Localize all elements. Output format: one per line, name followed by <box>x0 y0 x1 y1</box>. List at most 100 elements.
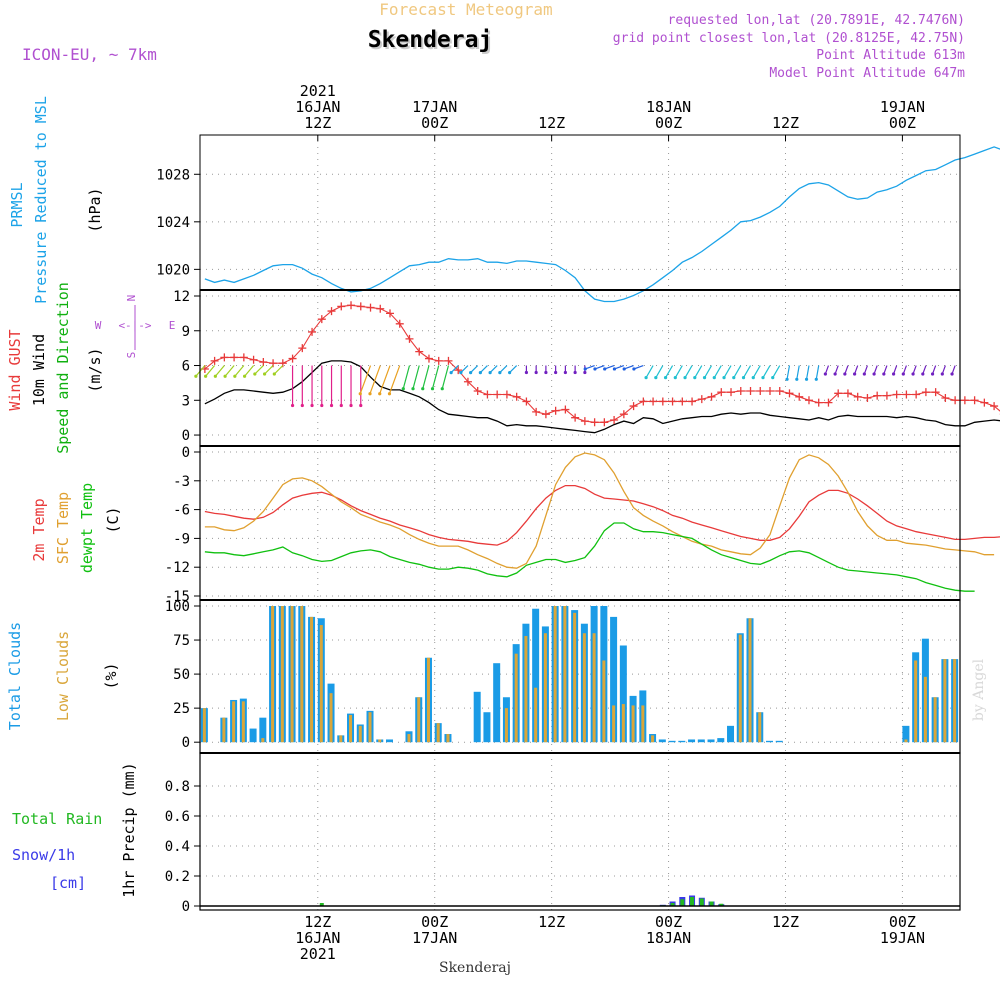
bar-low-clouds <box>407 734 411 743</box>
gust-marker <box>804 396 813 405</box>
x-tick-label-top: 17JAN <box>412 98 457 116</box>
wind-arrow-head <box>771 376 775 380</box>
gust-marker <box>405 334 414 343</box>
wind-arrow-head <box>359 403 363 408</box>
gust-marker <box>590 418 599 427</box>
bar-low-clouds <box>202 708 206 743</box>
y-tick-label: 6 <box>182 359 190 375</box>
bar-low-clouds <box>651 735 655 743</box>
wind-arrow-head <box>654 376 658 380</box>
point-altitude: Point Altitude 613m <box>816 48 965 63</box>
gust-marker <box>970 396 979 405</box>
gust-marker <box>434 356 443 365</box>
bar-low-clouds <box>417 697 421 743</box>
bar-low-clouds <box>446 734 450 743</box>
wind-arrow-head <box>622 367 626 371</box>
y-tick-label: 1028 <box>156 167 190 183</box>
bar-low-clouds <box>621 704 625 743</box>
gust-marker <box>960 396 969 405</box>
gust-marker <box>775 387 784 396</box>
gust-marker <box>298 344 307 353</box>
gust-marker <box>259 358 268 367</box>
x-tick-label-bottom: 00Z <box>889 913 916 931</box>
bar-low-clouds <box>758 712 762 743</box>
wind-arrow-head <box>683 376 687 380</box>
wind-arrow <box>752 365 761 378</box>
gust-marker <box>210 356 219 365</box>
y-tick-label: 1024 <box>156 215 190 231</box>
wind-arrow-head <box>823 372 827 376</box>
wind-arrow-head <box>478 370 482 375</box>
bar-total-clouds <box>532 608 540 743</box>
wind-arrow-head <box>853 372 857 376</box>
wind-arrow-head <box>368 392 372 396</box>
bar-total-clouds <box>697 739 705 743</box>
series-dewpt-temp <box>204 522 975 592</box>
wind-arrow-head <box>204 374 208 378</box>
wind-arrow-head <box>233 374 237 378</box>
bar-low-clouds <box>310 616 314 743</box>
wind-arrow <box>645 365 654 378</box>
wind-arrow-head <box>498 370 502 375</box>
bar-total-clouds <box>775 740 783 743</box>
wind-arrow-head <box>213 374 217 378</box>
gust-marker <box>571 413 580 422</box>
label-c: (C) <box>104 506 122 533</box>
wind-arrow-head <box>378 392 382 396</box>
wind-arrow-head <box>814 377 818 381</box>
gust-marker <box>882 391 891 400</box>
gust-marker <box>541 410 550 419</box>
label-2m-temp: 2m Temp <box>30 498 48 561</box>
wind-arrow <box>805 365 810 380</box>
bar-low-clouds <box>631 705 635 743</box>
bar-low-clouds <box>319 625 323 743</box>
gust-marker <box>688 397 697 406</box>
wind-arrow-head <box>563 370 567 375</box>
gust-marker <box>902 390 911 399</box>
wind-arrow-head <box>751 376 755 380</box>
label-gust: Wind GUST <box>6 329 24 410</box>
gust-marker <box>756 387 765 396</box>
wind-arrow-head <box>194 374 198 378</box>
gust-marker <box>551 406 560 415</box>
y-tick-label: 75 <box>173 633 190 649</box>
wind-arrow-head <box>901 372 905 376</box>
y-tick-label: -15 <box>165 589 190 605</box>
bar-low-clouds <box>641 705 645 743</box>
wind-arrow-head <box>663 376 668 380</box>
chart-title: Forecast Meteogram <box>379 0 552 19</box>
wind-arrow <box>815 365 820 380</box>
bar-low-clouds <box>602 660 606 743</box>
gust-marker <box>736 387 745 396</box>
series-sfc-temp <box>204 452 995 569</box>
bar-low-clouds <box>504 708 508 743</box>
bar-total-clouds <box>717 738 725 743</box>
panel-3: 0 25 50 75 100 <box>165 599 960 753</box>
gust-marker <box>610 415 619 424</box>
bar-low-clouds <box>378 739 382 743</box>
bar-low-clouds <box>358 725 362 743</box>
panel-frame <box>199 752 961 911</box>
wind-arrow-head <box>761 376 765 380</box>
bar-low-clouds <box>612 705 616 743</box>
wind-arrow <box>234 365 245 377</box>
wind-arrow <box>264 365 274 375</box>
bar-low-clouds <box>573 612 577 743</box>
gust-marker <box>580 417 589 426</box>
wind-arrow-head <box>430 387 435 391</box>
wind-arrow-head <box>290 403 295 408</box>
compass-w: W <box>95 319 102 332</box>
bar-low-clouds <box>300 606 304 743</box>
x-tick-label-top: 00Z <box>421 114 448 132</box>
wind-arrow-head <box>862 372 866 376</box>
bar-total-clouds <box>493 663 501 743</box>
wind-arrow-head <box>804 377 809 381</box>
wind-arrow <box>655 365 664 378</box>
wind-arrow <box>450 365 459 374</box>
wind-arrow-head <box>712 376 716 380</box>
wind-arrow-head <box>401 387 405 391</box>
wind-arrow <box>369 365 381 394</box>
wind-arrow-head <box>310 403 314 408</box>
x-tick-label-top: 18JAN <box>646 98 691 116</box>
panel-1: 0 3 6 9 12 <box>173 289 960 446</box>
